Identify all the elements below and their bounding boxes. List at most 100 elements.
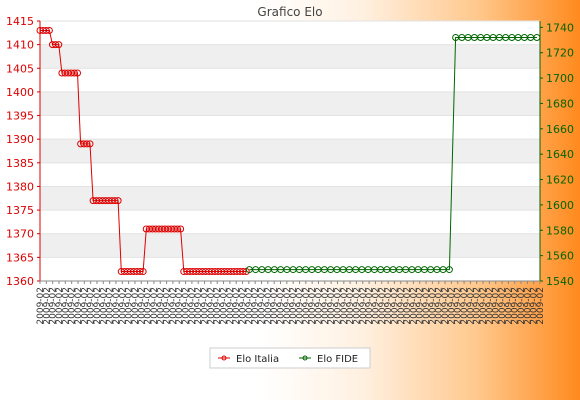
tick-label-x: 2009-02 <box>36 287 46 325</box>
tick-label-left: 1400 <box>6 86 34 99</box>
tick-label-x: 2009-02 <box>523 287 533 325</box>
data-point-elo-italia <box>55 41 63 49</box>
tick-label-x: 2009-02 <box>163 287 173 325</box>
tick-label-x: 2009-02 <box>498 287 508 325</box>
tick-label-right: 1680 <box>546 97 574 110</box>
grid-band <box>40 186 540 211</box>
data-point-elo-italia <box>139 268 147 276</box>
tick-label-x: 2009-02 <box>517 287 527 325</box>
grid-band <box>40 91 540 116</box>
data-point-elo-italia <box>83 140 91 148</box>
series-elo-fide <box>245 33 541 274</box>
tick-label-right: 1620 <box>546 174 574 187</box>
tick-label-x: 2009-02 <box>150 287 160 325</box>
legend-label-elo-italia: Elo Italia <box>236 354 279 365</box>
plot-background <box>40 21 540 281</box>
tick-label-x: 2009-02 <box>277 287 287 325</box>
tick-label-x: 2009-02 <box>492 287 502 325</box>
tick-label-right: 1720 <box>546 47 574 60</box>
tick-label-x: 2009-02 <box>365 287 375 325</box>
tick-label-x: 2009-02 <box>409 287 419 325</box>
data-point-elo-italia <box>114 197 122 205</box>
tick-label-x: 2009-02 <box>106 287 116 325</box>
tick-label-x: 2009-02 <box>207 287 217 325</box>
tick-label-x: 2009-02 <box>327 287 337 325</box>
tick-label-x: 2009-02 <box>87 287 97 325</box>
tick-label-x: 2009-02 <box>504 287 514 325</box>
tick-label-x: 2009-02 <box>295 287 305 325</box>
tick-label-x: 2009-02 <box>321 287 331 325</box>
data-point-elo-italia <box>136 268 144 276</box>
tick-label-right: 1740 <box>546 21 574 34</box>
data-point-elo-fide <box>445 266 453 274</box>
tick-label-x: 2009-02 <box>182 287 192 325</box>
tick-label-x: 2009-02 <box>175 287 185 325</box>
tick-label-left: 1370 <box>6 228 34 241</box>
tick-label-x: 2009-02 <box>251 287 261 325</box>
tick-label-x: 2009-02 <box>289 287 299 325</box>
legend: Elo Italia Elo FIDE <box>209 347 371 369</box>
tick-label-left: 1405 <box>6 62 34 75</box>
y-axis-left: 1360 1365 1370 1375 1380 1385 1390 1395 1400 1405… <box>6 15 40 288</box>
tick-label-x: 2009-02 <box>61 287 71 325</box>
tick-label-x: 2009-02 <box>302 287 312 325</box>
legend-box <box>209 347 371 369</box>
tick-label-x: 2009-02 <box>283 287 293 325</box>
data-point-elo-italia <box>239 268 247 276</box>
tick-label-x: 2009-02 <box>479 287 489 325</box>
tick-label-x: 2009-02 <box>530 287 540 325</box>
tick-label-x: 2009-02 <box>239 287 249 325</box>
tick-label-x: 2009-02 <box>80 287 90 325</box>
data-point-elo-italia <box>177 225 185 233</box>
tick-label-x: 2009-02 <box>258 287 268 325</box>
tick-label-x: 2009-02 <box>99 287 109 325</box>
tick-label-x: 2009-02 <box>131 287 141 325</box>
legend-label-elo-fide: Elo FIDE <box>317 354 358 365</box>
tick-label-x: 2009-02 <box>137 287 147 325</box>
tick-label-x: 2009-02 <box>435 287 445 325</box>
legend-marker-elo-italia <box>221 355 227 361</box>
chart-title: Grafico Elo <box>257 5 322 19</box>
tick-label-x: 2009-02 <box>213 287 223 325</box>
data-point-elo-italia <box>111 197 119 205</box>
tick-label-x: 2009-02 <box>194 287 204 325</box>
tick-label-x: 2009-02 <box>422 287 432 325</box>
tick-label-x: 2009-02 <box>55 287 65 325</box>
tick-label-x: 2009-02 <box>118 287 128 325</box>
tick-label-x: 2009-02 <box>188 287 198 325</box>
tick-label-right: 1660 <box>546 123 574 136</box>
tick-label-x: 2009-02 <box>333 287 343 325</box>
tick-label-x: 2009-02 <box>308 287 318 325</box>
tick-label-x: 2009-02 <box>42 287 52 325</box>
tick-label-x: 2009-02 <box>346 287 356 325</box>
tick-label-x: 2009-02 <box>390 287 400 325</box>
tick-label-left: 1380 <box>6 180 34 193</box>
tick-label-left: 1410 <box>6 39 34 52</box>
tick-label-x: 2009-02 <box>220 287 230 325</box>
data-point-elo-italia <box>52 41 60 49</box>
grid-lines <box>40 20 540 282</box>
legend-marker-elo-fide <box>302 355 308 361</box>
tick-label-x: 2009-02 <box>68 287 78 325</box>
tick-label-right: 1600 <box>546 199 574 212</box>
data-point-elo-italia <box>86 140 94 148</box>
tick-label-x: 2009-02 <box>378 287 388 325</box>
tick-label-x: 2009-02 <box>314 287 324 325</box>
tick-label-x: 2009-02 <box>473 287 483 325</box>
tick-label-x: 2009-02 <box>270 287 280 325</box>
tick-label-left: 1375 <box>6 204 34 217</box>
series-line-elo-fide <box>249 37 537 271</box>
tick-label-left: 1365 <box>6 251 34 264</box>
tick-label-x: 2009-02 <box>536 287 546 325</box>
series-elo-italia <box>36 26 250 276</box>
data-point-elo-italia <box>70 69 78 77</box>
tick-label-x: 2009-02 <box>352 287 362 325</box>
tick-label-x: 2009-02 <box>201 287 211 325</box>
tick-label-x: 2009-02 <box>245 287 255 325</box>
tick-label-x: 2009-02 <box>112 287 122 325</box>
tick-label-x: 2009-02 <box>416 287 426 325</box>
tick-label-x: 2009-02 <box>232 287 242 325</box>
tick-label-x: 2009-02 <box>49 287 59 325</box>
tick-label-x: 2009-02 <box>144 287 154 325</box>
